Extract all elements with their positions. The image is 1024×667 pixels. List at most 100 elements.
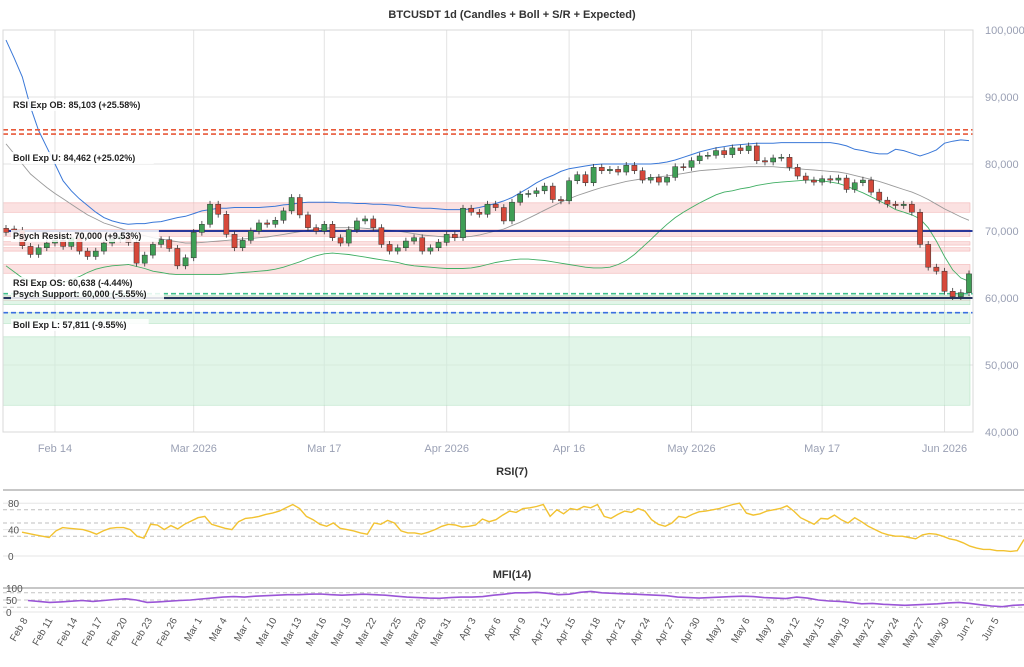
mfi-x-tick-label: May 12 — [777, 616, 803, 650]
candle-body — [664, 177, 670, 183]
candle-body — [582, 174, 589, 184]
candle-body — [607, 169, 613, 171]
price-x-tick-label: Apr 16 — [553, 443, 585, 455]
candle-body — [900, 203, 907, 206]
candle-body — [476, 211, 483, 215]
candle-body — [394, 247, 401, 252]
level-label-background — [11, 277, 149, 289]
price-frame — [2, 29, 974, 433]
level-label-background — [11, 288, 164, 300]
mfi-x-tick-label: Apr 18 — [579, 616, 603, 647]
candle-body — [672, 166, 679, 178]
rsi-title: RSI(7) — [496, 466, 528, 478]
price-y-tick-label: 80,000 — [985, 159, 1019, 171]
candle-body — [590, 167, 597, 184]
candle-body — [811, 179, 817, 183]
candle-body — [27, 246, 34, 255]
resistance-zone — [2, 264, 971, 274]
candle-body — [35, 247, 42, 255]
candle-body — [647, 177, 654, 181]
candle-body — [43, 242, 50, 248]
candle-body — [574, 174, 581, 182]
candle-body — [566, 180, 572, 202]
rsi-y-tick-label: 40 — [8, 526, 20, 537]
candle-body — [851, 182, 858, 190]
level-label: Boll Exp L: 57,811 (-9.55%) — [13, 320, 127, 330]
candle-body — [239, 240, 246, 249]
mfi-x-tick-label: May 30 — [926, 616, 952, 650]
candle-body — [370, 218, 377, 228]
candle-body — [549, 185, 556, 200]
candle-body — [452, 234, 458, 238]
mfi-x-tick-label: Apr 12 — [529, 616, 553, 647]
candle-body — [680, 166, 687, 168]
price-x-tick-label: Mar 17 — [307, 443, 341, 455]
candle-body — [631, 165, 638, 171]
mfi-x-tick-label: Mar 25 — [379, 616, 404, 649]
candle-body — [411, 237, 417, 242]
mfi-x-tick-label: Apr 3 — [457, 616, 479, 643]
candle-body — [296, 197, 303, 216]
candle-body — [337, 237, 344, 244]
mfi-x-tick-label: May 18 — [826, 616, 852, 650]
mfi-x-ticks: Feb 8 Feb 11 Feb 14 Feb 17 Feb 20 Feb 23 Feb 2… — [8, 616, 1002, 650]
resistance-zone — [2, 247, 971, 252]
candle-body — [166, 239, 173, 249]
candle-body — [345, 229, 352, 244]
candle-body — [925, 244, 932, 268]
candle-body — [892, 203, 899, 206]
candle-body — [92, 250, 99, 257]
support-zone — [2, 336, 971, 406]
mfi-x-tick-label: May 15 — [801, 616, 827, 650]
candle-body — [802, 175, 809, 181]
candle-body — [941, 270, 948, 292]
price-x-tick-label: May 17 — [804, 443, 840, 455]
candle-body — [427, 247, 434, 252]
price-x-tick-label: Mar 2026 — [170, 443, 216, 455]
price-y-tick-label: 50,000 — [985, 360, 1019, 372]
candle-body — [696, 155, 703, 161]
candle-body — [819, 178, 825, 183]
candle-body — [500, 207, 507, 222]
candle-body — [860, 179, 866, 184]
price-y-tick-label: 70,000 — [985, 226, 1019, 238]
level-label: Boll Exp U: 84,462 (+25.02%) — [13, 153, 135, 163]
candle-body — [354, 220, 360, 230]
mfi-x-tick-label: May 3 — [705, 616, 728, 645]
candle-body — [876, 191, 883, 201]
candle-body — [443, 234, 450, 243]
candle-body — [174, 248, 181, 267]
candle-body — [256, 222, 262, 232]
candles — [3, 142, 972, 301]
mfi-grid — [3, 587, 1024, 613]
candle-body — [843, 177, 850, 190]
candle-body — [101, 242, 107, 252]
candle-body — [484, 203, 491, 215]
mfi-x-tick-label: Feb 23 — [130, 616, 155, 649]
candle-body — [492, 203, 499, 208]
price-y-tick-label: 60,000 — [985, 293, 1019, 305]
candle-body — [305, 214, 311, 228]
mfi-x-tick-label: May 6 — [730, 616, 753, 645]
candle-body — [223, 214, 230, 235]
candle-body — [868, 179, 874, 193]
candle-body — [917, 211, 923, 245]
candle-body — [84, 250, 91, 257]
candle-body — [264, 222, 271, 225]
mfi-x-tick-label: Mar 19 — [329, 616, 354, 649]
level-label: Psych Support: 60,000 (-5.55%) — [13, 289, 147, 299]
price-x-tick-label: Jun 2026 — [922, 443, 967, 455]
mfi-x-tick-label: Apr 9 — [507, 616, 529, 643]
mfi-y-tick-label: 50 — [6, 596, 18, 607]
candle-body — [460, 207, 466, 238]
candle-body — [141, 254, 148, 264]
mfi-x-tick-label: Feb 14 — [55, 616, 80, 649]
price-x-tick-label: May 2026 — [667, 443, 715, 455]
candle-body — [949, 291, 956, 297]
candle-body — [745, 145, 752, 151]
candle-body — [419, 237, 426, 252]
candle-body — [378, 227, 385, 245]
price-y-tick-label: 90,000 — [985, 92, 1019, 104]
candle-body — [884, 199, 891, 205]
